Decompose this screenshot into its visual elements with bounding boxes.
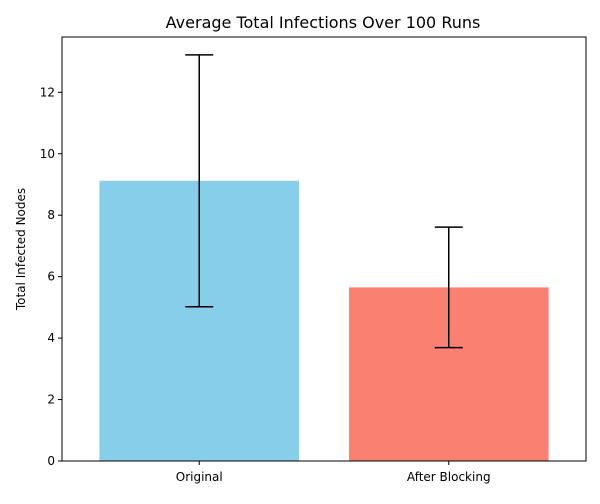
plot-frame (61, 36, 587, 462)
y-axis-label: Total Infected Nodes (14, 188, 28, 311)
y-tick-label: 10 (40, 147, 55, 161)
x-axis-ticks: Original After Blocking (176, 461, 491, 484)
y-tick-label: 12 (40, 85, 55, 99)
x-tick-label: After Blocking (407, 470, 491, 484)
y-tick-label: 2 (47, 393, 55, 407)
chart-title: Average Total Infections Over 100 Runs (166, 13, 481, 32)
error-bars-layer (185, 54, 463, 349)
y-tick-label: 0 (47, 454, 55, 468)
y-tick-label: 4 (47, 331, 55, 345)
bars-layer (99, 180, 549, 461)
x-tick-label: Original (176, 470, 223, 484)
y-tick-label: 8 (47, 208, 55, 222)
y-axis-ticks: 0 2 4 6 8 10 12 (40, 85, 62, 468)
y-tick-label: 6 (47, 270, 55, 284)
